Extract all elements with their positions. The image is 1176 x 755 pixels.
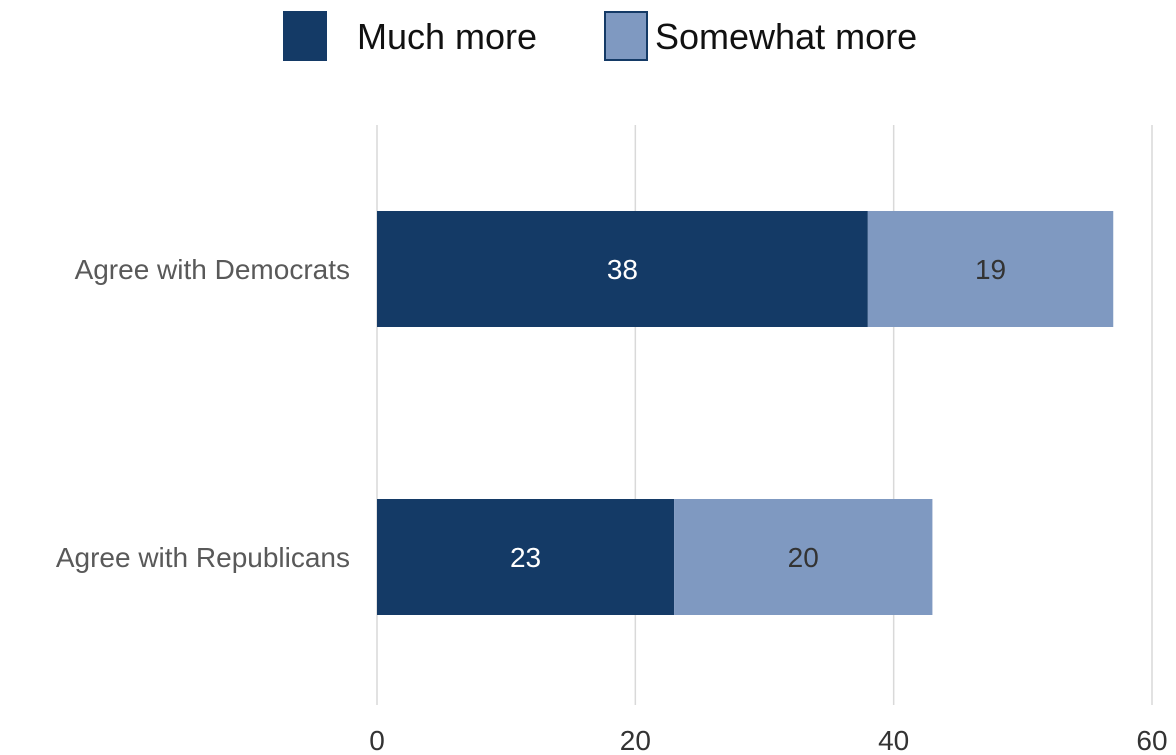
- category-label-agree-with-democrats: Agree with Democrats: [75, 254, 350, 285]
- legend-label-somewhat-more: Somewhat more: [655, 16, 917, 57]
- legend-swatch-much-more: [283, 11, 327, 61]
- x-tick-label-20: 20: [620, 725, 651, 755]
- x-axis-tick-labels: 0 20 40 60: [369, 725, 1167, 755]
- data-label-much-more-agree-with-democrats: 38: [607, 254, 638, 285]
- bar-much-more-agree-with-democrats: [377, 211, 868, 327]
- x-tick-label-0: 0: [369, 725, 385, 755]
- bars: 38 19 23 20: [377, 211, 1114, 615]
- legend: Much more Somewhat more: [283, 11, 917, 61]
- x-tick-label-60: 60: [1136, 725, 1167, 755]
- legend-swatch-somewhat-more: [604, 11, 648, 61]
- bar-much-more-agree-with-republicans: [377, 499, 675, 615]
- data-label-somewhat-more-agree-with-republicans: 20: [788, 542, 819, 573]
- x-tick-label-40: 40: [878, 725, 909, 755]
- bar-somewhat-more-agree-with-republicans: [674, 499, 933, 615]
- category-label-agree-with-republicans: Agree with Republicans: [56, 542, 350, 573]
- legend-label-much-more: Much more: [357, 16, 537, 57]
- data-label-somewhat-more-agree-with-democrats: 19: [975, 254, 1006, 285]
- data-label-much-more-agree-with-republicans: 23: [510, 542, 541, 573]
- category-labels: Agree with Democrats Agree with Republica…: [56, 254, 350, 573]
- bar-somewhat-more-agree-with-democrats: [867, 211, 1114, 327]
